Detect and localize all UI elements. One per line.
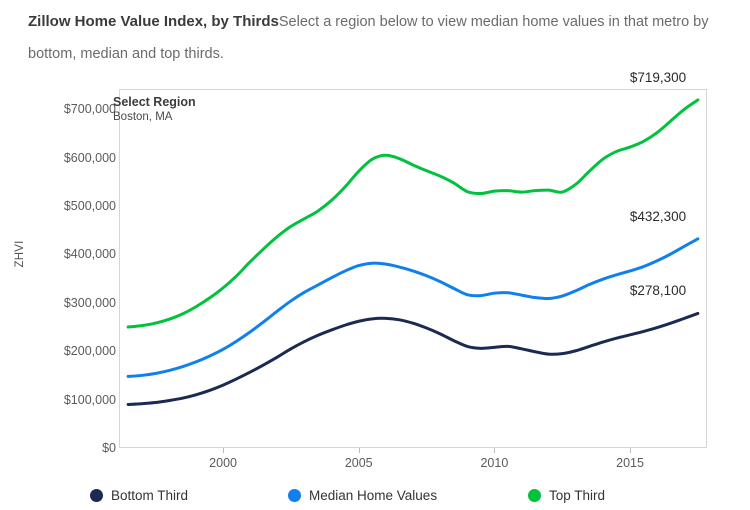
region-selector-value[interactable]: Boston, MA [113,111,173,123]
y-axis-tick-label: $200,000 [63,344,116,359]
y-axis-tick-label: $700,000 [63,102,116,117]
end-label-bottom-third: $278,100 [629,283,687,299]
series-lines [126,98,700,406]
y-axis-tick-label: $500,000 [63,199,116,214]
page-subtitle: Select a region below to view median hom… [28,14,709,62]
legend-swatch-icon [90,489,103,502]
x-axis-tick-label: 2015 [616,456,644,470]
y-axis-tick-label: $600,000 [63,150,116,165]
page-title: Zillow Home Value Index, by Thirds [28,13,279,30]
legend-item-median-home-values[interactable]: Median Home Values [288,488,437,503]
legend-swatch-icon [288,489,301,502]
legend-swatch-icon [528,489,541,502]
x-axis-tick-label: 2005 [344,456,373,470]
legend-item-label: Bottom Third [111,488,189,503]
y-axis-tick-label: $100,000 [63,392,116,407]
x-axis-tick-label: 2000 [209,456,237,470]
region-selector[interactable]: Select Region Boston, MA [113,95,196,124]
x-axis-tick-mark [223,448,225,453]
series-line-bottom-third [126,311,700,406]
x-axis-tick-mark [630,448,632,453]
chart-legend: Bottom Third Median Home Values Top Third [0,486,750,510]
page-header: Zillow Home Value Index, by ThirdsSelect… [28,6,726,70]
x-axis-tick-label: 2010 [480,456,509,470]
legend-item-label: Median Home Values [309,488,438,503]
end-label-top-third: $719,300 [629,70,687,86]
x-axis-tick-mark [494,448,496,453]
y-axis-tick-label: $300,000 [63,295,116,310]
chart-container: ZHVI $0 $100,000 $200,000 $300,000 $400,000 $… [0,70,750,510]
series-line-median-home-values [126,237,700,378]
y-axis-tick-label: $400,000 [63,247,116,262]
legend-item-bottom-third[interactable]: Bottom Third [90,488,188,503]
series-line-top-third [126,98,700,329]
x-axis-tick-mark [358,448,360,453]
y-axis-tick-label: $0 [102,441,116,455]
region-selector-label: Select Region [113,95,196,109]
legend-item-label: Top Third [549,488,606,503]
end-label-median: $432,300 [629,208,687,224]
legend-item-top-third[interactable]: Top Third [528,488,605,503]
y-axis-tick-labels: $0 $100,000 $200,000 $300,000 $400,000 $500,0… [36,89,116,455]
